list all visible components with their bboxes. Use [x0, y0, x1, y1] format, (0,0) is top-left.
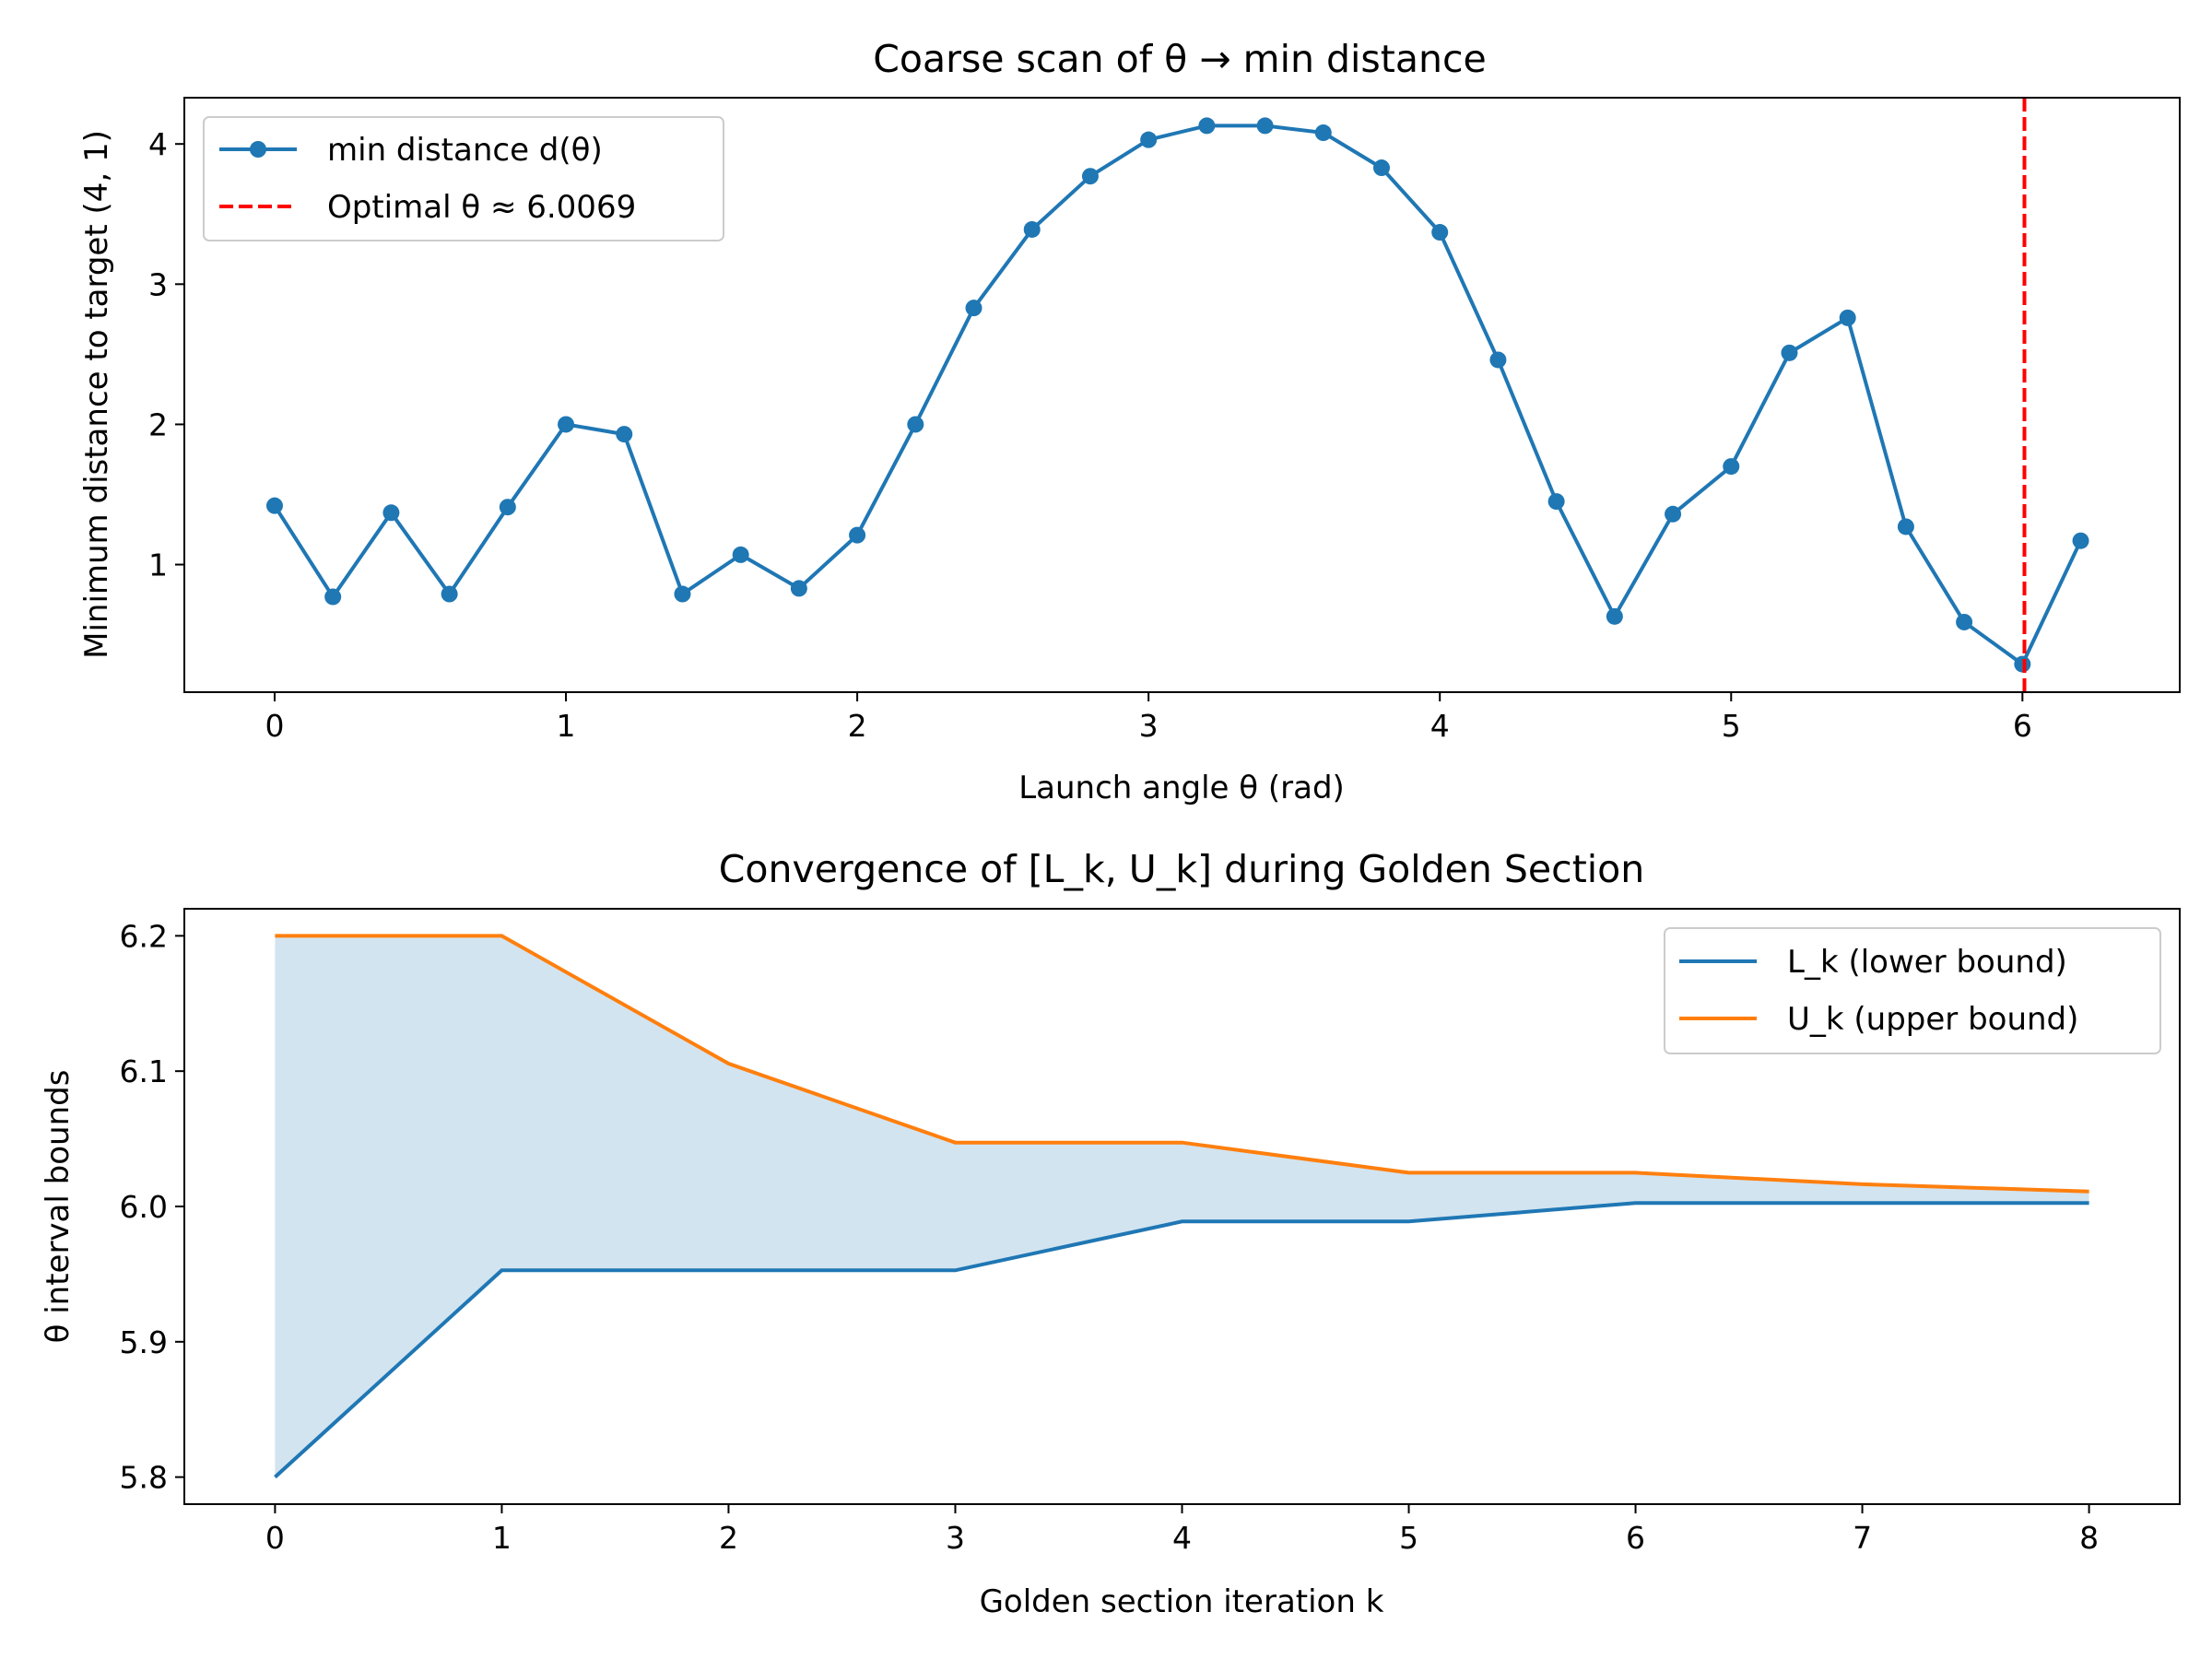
golden-section-chart: Convergence of [L_k, U_k] during Golden … [40, 847, 2181, 1620]
x-tick-label: 6 [1626, 1520, 1645, 1556]
data-point [1723, 458, 1740, 476]
data-point [1373, 159, 1390, 177]
x-tick-label: 2 [848, 708, 867, 744]
data-point [674, 585, 691, 603]
x-tick-label: 8 [2079, 1520, 2099, 1556]
data-point [1256, 117, 1274, 135]
data-point [382, 504, 400, 522]
data-point [732, 546, 749, 563]
x-tick-label: 0 [265, 1520, 285, 1556]
data-point [1081, 168, 1099, 185]
legend-label-lower: L_k (lower bound) [1787, 944, 2067, 981]
data-point [1023, 220, 1041, 238]
y-tick-label: 6.1 [120, 1053, 168, 1089]
data-point [2072, 532, 2089, 549]
data-point [907, 416, 924, 433]
axis-ticks: 0 1 2 3 4 5 6 7 8 5.8 5.9 6.0 6.1 6.2 [120, 918, 2100, 1556]
data-point [1140, 131, 1158, 148]
x-tick-label: 1 [557, 708, 576, 744]
legend: min distance d(θ) Optimal θ ≈ 6.0069 [203, 116, 724, 241]
data-point [1781, 344, 1798, 361]
series-line-lower-bound [274, 1201, 2089, 1479]
data-point [616, 426, 633, 443]
x-axis-label: Golden section iteration k [980, 1583, 1384, 1620]
legend: L_k (lower bound) U_k (upper bound) [1664, 927, 2161, 1054]
x-tick-label: 6 [2013, 708, 2032, 744]
chart-title: Convergence of [L_k, U_k] during Golden … [719, 847, 1644, 891]
x-axis-label: Launch angle θ (rad) [1018, 770, 1345, 806]
y-tick-label: 6.2 [120, 918, 168, 954]
x-tick-label: 0 [265, 708, 284, 744]
x-tick-label: 7 [1853, 1520, 1872, 1556]
legend-marker-distance [250, 141, 266, 158]
legend-box [1664, 927, 2161, 1054]
y-tick-label: 5.8 [120, 1460, 168, 1496]
data-point [265, 497, 283, 514]
data-point [1547, 493, 1565, 511]
data-point [1897, 518, 1914, 535]
x-tick-label: 4 [1172, 1520, 1192, 1556]
x-tick-label: 2 [719, 1520, 738, 1556]
axis-ticks: 0 1 2 3 4 5 6 1 2 3 4 [148, 126, 2032, 744]
data-point [1198, 117, 1216, 135]
data-point [965, 300, 982, 317]
chart-title: Coarse scan of θ → min distance [873, 37, 1487, 81]
data-point [790, 580, 807, 597]
legend-label-upper: U_k (upper bound) [1787, 1001, 2078, 1038]
axes-frame [183, 97, 2181, 693]
data-point [2014, 655, 2031, 673]
legend-label-distance: min distance d(θ) [327, 132, 603, 169]
data-point [1489, 351, 1507, 369]
series-line-upper-bound [275, 934, 2089, 1194]
legend-label-optimal: Optimal θ ≈ 6.0069 [327, 189, 636, 226]
data-point [1665, 505, 1682, 523]
axes-frame [183, 908, 2181, 1505]
data-point [1839, 309, 1856, 326]
y-tick-label: 2 [148, 406, 168, 442]
y-axis-label: θ interval bounds [40, 1070, 76, 1344]
data-point [1956, 613, 1973, 630]
data-point [849, 526, 866, 544]
plot-area [274, 934, 2089, 1479]
data-point [1606, 607, 1623, 625]
x-tick-label: 5 [1399, 1520, 1418, 1556]
data-point [441, 585, 458, 603]
y-tick-label: 3 [148, 266, 168, 302]
x-tick-label: 4 [1430, 708, 1450, 744]
data-point [1314, 124, 1332, 142]
y-tick-label: 5.9 [120, 1324, 168, 1360]
y-tick-label: 6.0 [120, 1189, 168, 1225]
series-line-distance [273, 124, 2083, 666]
y-tick-label: 4 [148, 126, 168, 162]
data-point [499, 499, 516, 516]
data-point [558, 416, 575, 433]
x-tick-label: 5 [1722, 708, 1741, 744]
data-point [1431, 224, 1449, 241]
x-tick-label: 1 [492, 1520, 512, 1556]
y-tick-label: 1 [148, 547, 168, 583]
legend-box [203, 116, 724, 241]
distance-scan-chart: Coarse scan of θ → min distance 0 1 2 3 4 5 6 1… [78, 37, 2181, 806]
y-axis-label: Minimum distance to target (4, 1) [78, 130, 115, 659]
data-point [324, 588, 342, 606]
plot-area [265, 98, 2089, 692]
x-tick-label: 3 [946, 1520, 965, 1556]
x-tick-label: 3 [1139, 708, 1159, 744]
interval-fill [275, 935, 2089, 1477]
